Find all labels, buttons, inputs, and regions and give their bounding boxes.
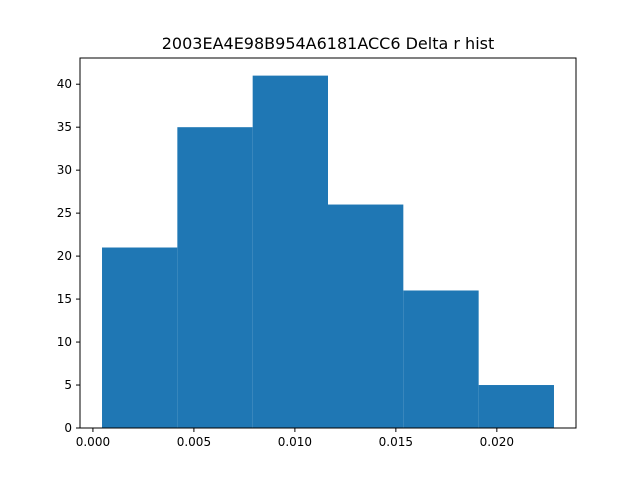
y-axis: 0 5 10 15 20 25 30 35 40: [57, 77, 80, 435]
y-tick-label: 30: [57, 163, 72, 177]
x-tick-label: 0.020: [480, 435, 514, 449]
y-tick-label: 35: [57, 120, 72, 134]
y-tick-label: 15: [57, 292, 72, 306]
histogram-bar: [328, 204, 404, 428]
y-tick-label: 40: [57, 77, 72, 91]
chart-title: 2003EA4E98B954A6181ACC6 Delta r hist: [162, 34, 495, 53]
x-tick-label: 0.000: [76, 435, 110, 449]
x-tick-label: 0.005: [177, 435, 211, 449]
bars-group: [102, 75, 554, 429]
x-tick-label: 0.015: [379, 435, 413, 449]
y-tick-label: 20: [57, 249, 72, 263]
y-tick-label: 0: [64, 421, 72, 435]
histogram-bar: [403, 290, 479, 428]
y-tick-label: 25: [57, 206, 72, 220]
histogram-bar: [252, 75, 328, 428]
x-axis: 0.000 0.005 0.010 0.015 0.020: [76, 428, 514, 449]
plot-frame: [79, 57, 577, 429]
y-tick-label: 10: [57, 335, 72, 349]
x-tick-label: 0.010: [278, 435, 312, 449]
histogram-bar: [478, 385, 554, 428]
y-tick-label: 5: [64, 378, 72, 392]
histogram-bar: [102, 247, 178, 428]
histogram-bar: [177, 127, 253, 429]
